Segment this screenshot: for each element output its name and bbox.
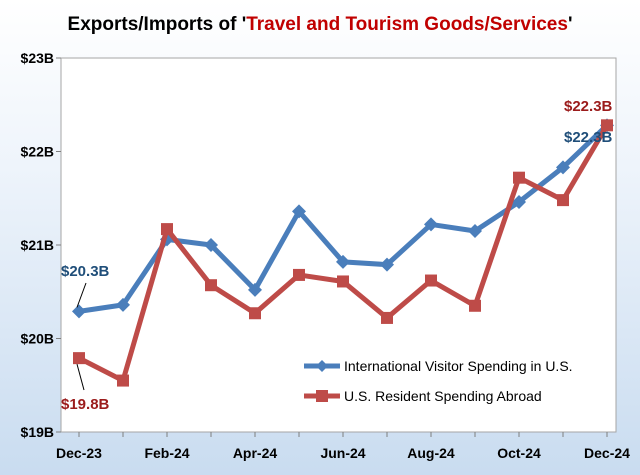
legend-label-resident: U.S. Resident Spending Abroad — [344, 388, 542, 404]
data-point — [204, 238, 218, 252]
chart-title-suffix: ' — [568, 14, 573, 35]
x-axis: Dec-23 Feb-24 Apr-24 Jun-24 Aug-24 Oct-24 Dec-… — [56, 432, 630, 461]
chart-title-highlight: Travel and Tourism Goods/Services — [246, 14, 568, 35]
y-tick-label: $19B — [21, 424, 54, 440]
data-point — [205, 279, 217, 292]
y-tick-label: $21B — [21, 237, 54, 253]
data-point — [556, 160, 570, 175]
x-tick-label: Feb-24 — [144, 445, 189, 461]
data-point — [380, 257, 394, 272]
data-point — [513, 171, 525, 184]
series-layer — [72, 118, 614, 387]
data-point — [116, 297, 130, 312]
legend-label-international: International Visitor Spending in U.S. — [344, 358, 573, 374]
x-tick-label: Dec-23 — [56, 445, 102, 461]
data-point — [73, 352, 85, 365]
annotation-leader — [76, 282, 87, 308]
x-tick-label: Aug-24 — [407, 445, 455, 461]
data-point — [293, 268, 305, 281]
data-point — [337, 275, 349, 288]
y-tick-label: $23B — [21, 50, 54, 66]
annotation-leader — [76, 364, 85, 391]
data-point — [72, 304, 86, 319]
y-axis: $19B $20B $21B $22B $23B — [21, 50, 61, 440]
x-tick-label: Apr-24 — [233, 445, 278, 461]
data-point — [249, 307, 261, 320]
data-label: $22.3B — [564, 129, 613, 146]
y-tick-label: $22B — [21, 144, 54, 160]
legend-marker-international — [316, 360, 328, 372]
plot-area — [60, 57, 617, 433]
x-tick-label: Oct-24 — [497, 445, 541, 461]
data-point — [117, 374, 129, 387]
legend-marker-resident — [316, 390, 328, 402]
x-tick-label: Jun-24 — [320, 445, 365, 461]
x-tick-label: Dec-24 — [584, 445, 630, 461]
data-label: $19.8B — [61, 396, 110, 413]
y-tick-label: $20B — [21, 331, 54, 347]
chart-title-prefix: Exports/Imports of ' — [68, 14, 247, 35]
data-point — [469, 299, 481, 312]
data-label: $20.3B — [61, 263, 110, 280]
data-point — [424, 217, 438, 232]
data-point — [601, 119, 613, 132]
data-point — [512, 194, 526, 209]
annotation-layer: $20.3B $19.8B $22.3B $22.3B — [61, 98, 613, 413]
data-point — [557, 194, 569, 207]
data-point — [292, 204, 306, 219]
data-point — [468, 223, 482, 238]
data-point — [248, 282, 262, 297]
data-point — [381, 311, 393, 324]
legend: International Visitor Spending in U.S. U… — [304, 358, 573, 404]
data-point — [336, 254, 350, 269]
data-label: $22.3B — [564, 98, 613, 115]
data-point — [425, 274, 437, 287]
chart-title: Exports/Imports of 'Travel and Tourism G… — [68, 14, 573, 35]
data-point — [161, 223, 173, 236]
